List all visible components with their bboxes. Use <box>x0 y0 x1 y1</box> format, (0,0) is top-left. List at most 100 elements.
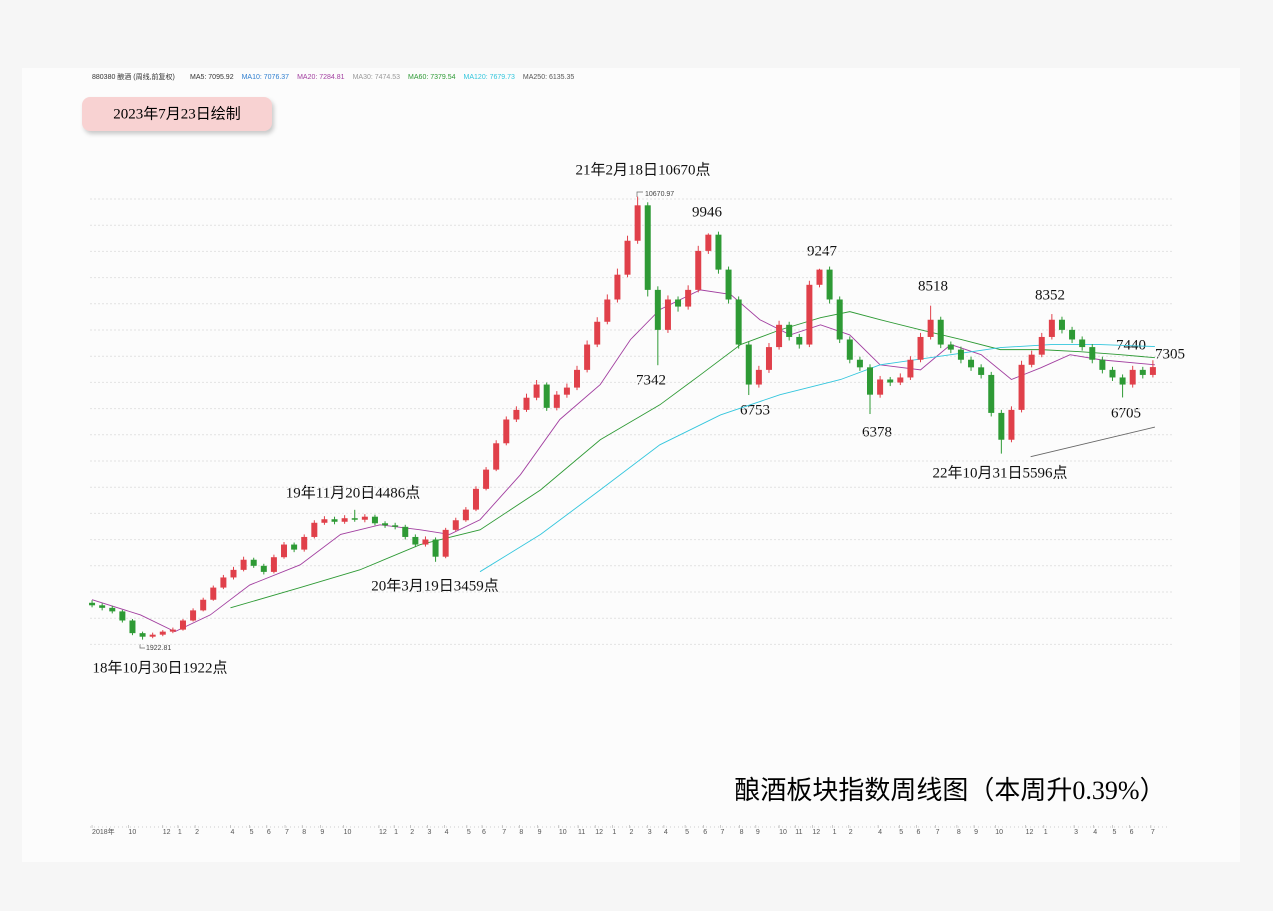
x-tick-label: 1 <box>178 829 182 836</box>
annotation: 7342 <box>636 372 666 388</box>
candle-body <box>584 344 591 370</box>
x-tick-label: 12 <box>812 829 820 836</box>
x-tick-label: 5 <box>899 829 903 836</box>
x-tick-label: 6 <box>482 829 486 836</box>
candle-body <box>159 631 166 635</box>
x-tick-label: 9 <box>320 829 324 836</box>
x-tick-label: 7 <box>720 829 724 836</box>
candle-body <box>472 488 479 510</box>
annotation: 19年11月20日4486点 <box>286 484 420 501</box>
chart-title: 酿酒板块指数周线图（本周升0.39%） <box>734 776 1165 805</box>
candle-body <box>422 539 429 545</box>
candle-body <box>452 520 459 530</box>
candle-body <box>846 339 853 360</box>
candle-body <box>1129 369 1136 385</box>
candle-body <box>563 387 570 395</box>
x-tick-label: 1 <box>1044 829 1048 836</box>
candle-body <box>675 299 682 307</box>
badge: 2023年7月23日绘制 <box>113 105 241 122</box>
candle-body <box>765 347 772 370</box>
candle-body <box>715 234 722 270</box>
x-tick-label: 7 <box>936 829 940 836</box>
candle-body <box>1069 329 1076 340</box>
candle-body <box>937 319 944 345</box>
x-tick-label: 5 <box>685 829 689 836</box>
leader <box>636 191 643 197</box>
x-tick-label: 5 <box>250 829 254 836</box>
legend-entry: MA20: 7284.81 <box>297 74 345 81</box>
candle-body <box>1079 339 1086 348</box>
x-tick-label: 7 <box>285 829 289 836</box>
x-tick-label: 4 <box>445 829 449 836</box>
x-tick-label: 1 <box>612 829 616 836</box>
annotation: 8352 <box>1035 287 1065 303</box>
legend-entry: MA60: 7379.54 <box>408 74 456 81</box>
candle-body <box>604 299 611 322</box>
x-tick-label: 10 <box>559 829 567 836</box>
candle-body <box>947 344 954 350</box>
candle-body <box>957 349 964 360</box>
annotation: 22年10月31日5596点 <box>932 464 1067 481</box>
candle-body <box>897 377 904 383</box>
candle-body <box>523 397 530 410</box>
candle-body <box>89 602 96 606</box>
x-tick-label: 1 <box>394 829 398 836</box>
candle-body <box>755 369 762 385</box>
candle-body <box>654 289 661 330</box>
candle-body <box>735 299 742 345</box>
candle-body <box>543 384 550 408</box>
x-tick-label: 9 <box>756 829 760 836</box>
candle-body <box>109 607 116 612</box>
x-tick-label: 6 <box>916 829 920 836</box>
candle-body <box>230 569 237 578</box>
x-tick-label: 9 <box>974 829 978 836</box>
x-tick-label: 10 <box>128 829 136 836</box>
annotation: 21年2月18日10670点 <box>575 161 710 178</box>
candle-body <box>1099 359 1106 370</box>
low-label: 1922.81 <box>146 645 171 652</box>
candle-body <box>119 611 126 621</box>
candle-body <box>574 369 581 388</box>
candle-body <box>129 620 136 634</box>
candle-body <box>1149 367 1156 375</box>
candle-body <box>513 409 520 420</box>
x-tick-label: 2018年 <box>92 827 115 836</box>
candle-body <box>250 559 257 566</box>
candle-body <box>149 634 156 637</box>
candle-body <box>179 620 186 630</box>
annotation: 18年10月30日1922点 <box>92 659 227 676</box>
x-tick-label: 7 <box>502 829 506 836</box>
x-tick-label: 10 <box>995 829 1003 836</box>
candle-body <box>695 250 702 290</box>
candle-body <box>664 299 671 330</box>
legend-entry: MA250: 6135.35 <box>523 74 574 81</box>
badge-box <box>82 97 272 131</box>
candle-body <box>432 539 439 557</box>
candle-body <box>442 529 449 557</box>
candle-body <box>311 522 318 537</box>
x-tick-label: 8 <box>957 829 961 836</box>
candle-body <box>1139 369 1146 375</box>
x-tick-label: 2 <box>630 829 634 836</box>
candle-body <box>483 469 490 489</box>
candle-body <box>1048 319 1055 337</box>
ma-line <box>479 344 1155 573</box>
candle-body <box>867 367 874 395</box>
legend-entry: MA30: 7474.53 <box>353 74 401 81</box>
x-tick-label: 3 <box>648 829 652 836</box>
x-tick-label: 3 <box>1074 829 1078 836</box>
high-label: 10670.97 <box>645 191 674 198</box>
x-tick-label: 7 <box>1151 829 1155 836</box>
candle-body <box>776 324 783 348</box>
annotation: 20年3月19日3459点 <box>371 577 499 594</box>
x-tick-label: 12 <box>1026 829 1034 836</box>
annotation: 9946 <box>692 204 723 220</box>
candle-body <box>796 336 803 345</box>
x-tick-label: 2 <box>195 829 199 836</box>
candle-body <box>1018 364 1025 410</box>
x-tick-label: 11 <box>795 829 802 836</box>
x-tick-label: 10 <box>779 829 787 836</box>
panel <box>22 68 1240 862</box>
candle-body <box>594 321 601 345</box>
candle-body <box>786 324 793 337</box>
